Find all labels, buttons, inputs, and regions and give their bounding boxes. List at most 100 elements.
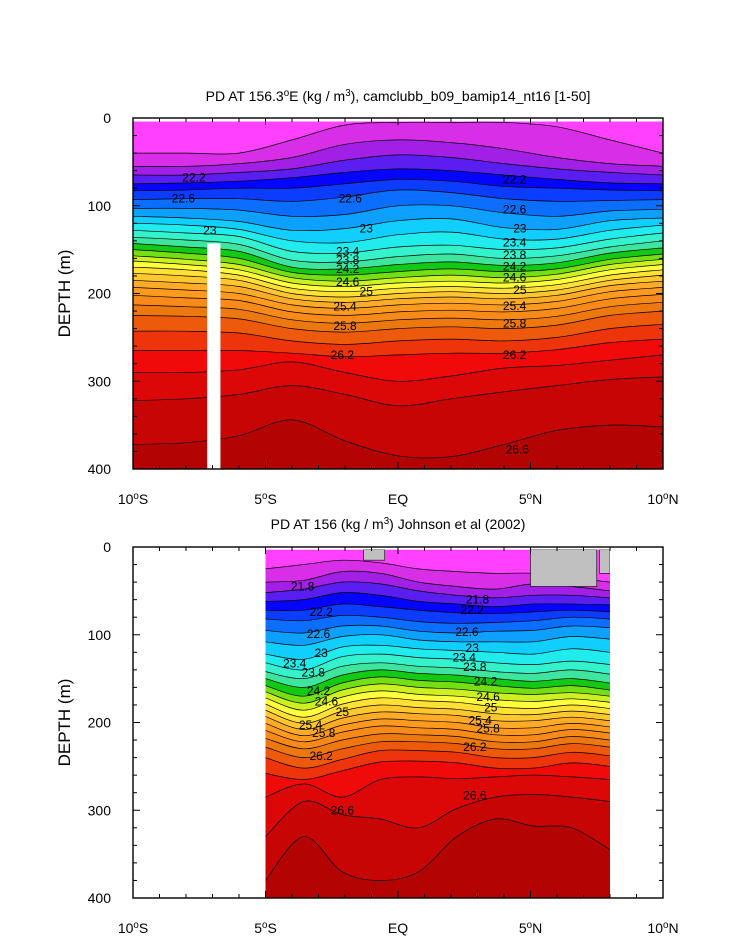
isopycnal-26.6 <box>265 794 610 837</box>
isopycnal-23.4 <box>265 653 610 671</box>
missing-data-patch-2 <box>599 549 610 574</box>
missing-data-patch-0 <box>363 549 386 561</box>
contour-label: 21.8 <box>466 593 490 607</box>
isopycnal-24 <box>265 676 610 697</box>
x-tick-label: EQ <box>388 920 408 936</box>
isopycnal-25.4 <box>265 725 610 743</box>
isopycnal-24.6 <box>265 697 610 718</box>
contour-label: 25.8 <box>503 316 527 330</box>
contour-label: 26.6 <box>506 443 530 457</box>
contour-label: 25.8 <box>312 726 336 740</box>
contour-label: 24.6 <box>336 275 360 289</box>
contour-label: 25 <box>360 285 374 299</box>
contour-label: 23.8 <box>503 248 527 262</box>
contour-label: 25 <box>513 283 527 297</box>
contour-label: 22.6 <box>503 202 527 216</box>
isopycnal-24.6 <box>133 266 663 293</box>
isopycnal-22 <box>265 581 610 599</box>
contour-label: 23 <box>360 222 374 236</box>
isopycnal-22.2 <box>133 168 663 185</box>
isopycnal-26.4 <box>133 354 663 382</box>
chart-title: PD AT 156 (kg / m3) Johnson et al (2002) <box>271 516 526 533</box>
x-tick-label: 5oN <box>519 491 542 508</box>
x-tick-label: 10oS <box>118 491 148 508</box>
y-tick-label: 0 <box>103 110 111 126</box>
isopycnal-24.4 <box>133 260 663 287</box>
isopycnal-23.8 <box>133 243 663 270</box>
contour-label: 23.8 <box>463 660 487 674</box>
isopycnal-25 <box>265 711 610 730</box>
contour-label: 24.2 <box>474 674 498 688</box>
contour-label: 22.2 <box>461 603 485 617</box>
density-field <box>265 549 610 898</box>
density-field <box>133 121 663 469</box>
isopycnal-23 <box>133 215 663 232</box>
contour-label: 25.4 <box>468 714 492 728</box>
isopycnal-22.4 <box>133 178 663 192</box>
isopycnal-25.6 <box>265 733 610 750</box>
isopycnal-26.2 <box>265 760 610 780</box>
isopycnal-22 <box>133 154 663 176</box>
contour-label: 23 <box>513 222 527 236</box>
contour-label: 26.2 <box>309 749 333 763</box>
isopycnal-25.2 <box>133 287 663 309</box>
isopycnal-22.8 <box>265 624 610 634</box>
isopycnal-24 <box>133 249 663 276</box>
contour-label: 25 <box>336 705 350 719</box>
y-tick-label: 200 <box>88 715 112 731</box>
isopycnal-22.2 <box>265 592 610 608</box>
contour-label: 25.8 <box>476 722 500 736</box>
contour-label: 25.4 <box>503 299 527 313</box>
isopycnal-24.8 <box>265 704 610 724</box>
y-tick-label: 300 <box>88 373 112 389</box>
isopycnal-22.8 <box>133 204 663 217</box>
x-tick-label: 5oN <box>519 920 542 937</box>
isopycnal-25.6 <box>133 301 663 324</box>
isopycnal-26.8 <box>133 419 663 459</box>
isopycnal-23.2 <box>265 644 610 660</box>
contour-label: 22.2 <box>503 172 527 186</box>
y-axis-title: DEPTH (m) <box>55 679 74 767</box>
top-density-section-plot: 22.222.62322.62323.423.824.224.62525.425… <box>55 88 679 508</box>
isopycnal-25 <box>133 279 663 303</box>
contour-label: 26.2 <box>463 740 487 754</box>
isopycnal-24.2 <box>133 255 663 282</box>
x-tick-label: 5oS <box>254 920 277 937</box>
ticks <box>132 546 664 899</box>
density-band-26.8 <box>133 419 663 469</box>
contour-label: 22.2 <box>309 605 333 619</box>
contour-label: 22.6 <box>455 625 479 639</box>
isopycnal-26 <box>133 323 663 345</box>
isopycnal-25.8 <box>133 310 663 333</box>
contour-label: 21.8 <box>291 579 315 593</box>
contour-label: 25.8 <box>333 319 357 333</box>
contour-label: 26.2 <box>331 348 355 362</box>
x-tick-label: 10oS <box>118 920 148 937</box>
chart-title: PD AT 156.3oE (kg / m3), camclubb_b09_ba… <box>206 88 591 105</box>
x-tick-label: 10oN <box>647 491 678 508</box>
contour-label: 25 <box>484 701 498 715</box>
x-tick-label: EQ <box>388 491 408 507</box>
contour-label: 24.6 <box>503 271 527 285</box>
contour-label: 22.6 <box>307 627 331 641</box>
x-tick-label: 10oN <box>647 920 678 937</box>
ticks <box>132 117 664 470</box>
contour-label: 23.8 <box>336 253 360 267</box>
isopycnal-26.6 <box>133 376 663 407</box>
contour-label: 23.4 <box>336 244 360 258</box>
isopycnal-25.4 <box>133 294 663 316</box>
contour-label: 23.4 <box>283 657 307 671</box>
isopycnal-23.2 <box>133 222 663 244</box>
contour-label: 25.4 <box>333 300 357 314</box>
isopycnal-23.6 <box>133 236 663 263</box>
bottom-density-section-plot: 21.822.222.62323.423.824.224.62525.425.8… <box>55 516 679 937</box>
contour-label: 24.6 <box>315 694 339 708</box>
missing-data-patch-1 <box>530 549 598 587</box>
isopycnal-24.2 <box>265 683 610 704</box>
contour-label: 23 <box>203 223 217 237</box>
isopycnal-21.8 <box>133 139 663 167</box>
contour-label: 23 <box>466 641 480 655</box>
y-tick-label: 300 <box>88 802 112 818</box>
contour-label: 24.2 <box>307 684 331 698</box>
